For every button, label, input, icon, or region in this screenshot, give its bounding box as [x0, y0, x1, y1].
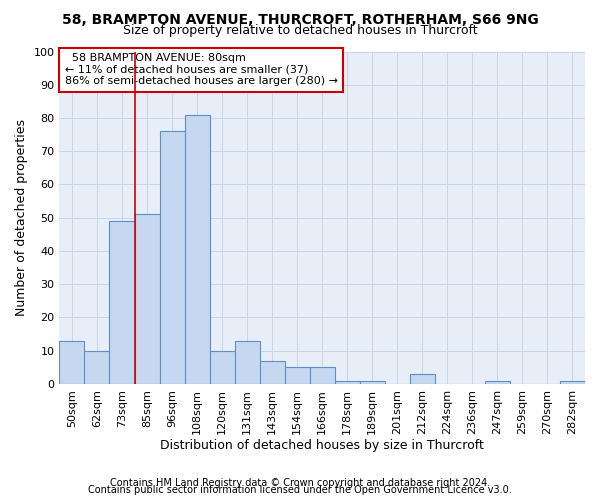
Bar	[134, 214, 160, 384]
Bar	[109, 221, 134, 384]
Text: 58 BRAMPTON AVENUE: 80sqm
← 11% of detached houses are smaller (37)
86% of semi-: 58 BRAMPTON AVENUE: 80sqm ← 11% of detac…	[65, 53, 338, 86]
Bar	[185, 114, 209, 384]
Bar	[260, 360, 284, 384]
Text: Contains HM Land Registry data © Crown copyright and database right 2024.: Contains HM Land Registry data © Crown c…	[110, 478, 490, 488]
Bar	[235, 340, 260, 384]
Text: 58, BRAMPTON AVENUE, THURCROFT, ROTHERHAM, S66 9NG: 58, BRAMPTON AVENUE, THURCROFT, ROTHERHA…	[62, 12, 538, 26]
X-axis label: Distribution of detached houses by size in Thurcroft: Distribution of detached houses by size …	[160, 440, 484, 452]
Y-axis label: Number of detached properties: Number of detached properties	[15, 119, 28, 316]
Bar	[59, 340, 85, 384]
Bar	[560, 380, 585, 384]
Text: Contains public sector information licensed under the Open Government Licence v3: Contains public sector information licen…	[88, 485, 512, 495]
Bar	[360, 380, 385, 384]
Bar	[160, 132, 185, 384]
Bar	[209, 350, 235, 384]
Text: Size of property relative to detached houses in Thurcroft: Size of property relative to detached ho…	[122, 24, 478, 37]
Bar	[284, 368, 310, 384]
Bar	[335, 380, 360, 384]
Bar	[310, 368, 335, 384]
Bar	[485, 380, 510, 384]
Bar	[85, 350, 109, 384]
Bar	[410, 374, 435, 384]
